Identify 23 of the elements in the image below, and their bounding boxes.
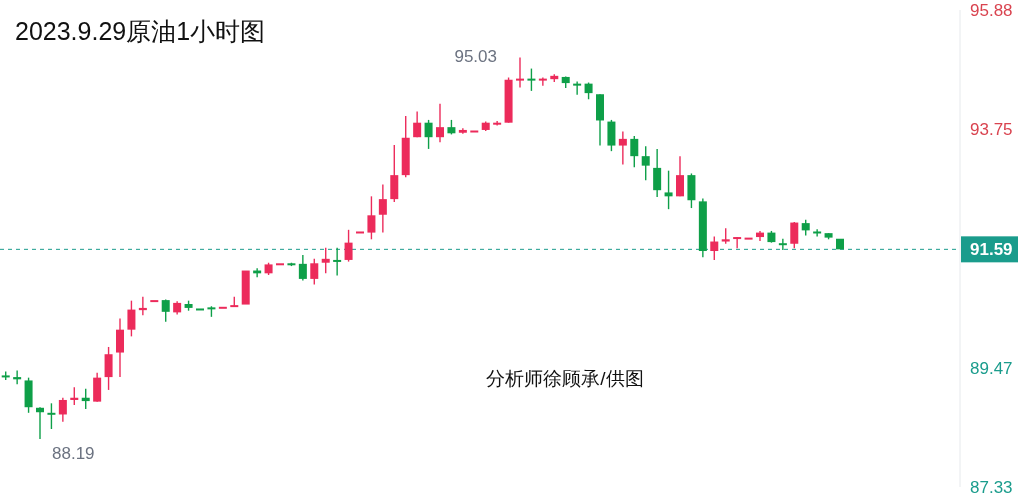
y-tick-label: 89.47 (970, 359, 1013, 379)
candlestick (321, 246, 330, 275)
y-tick-label: 93.75 (970, 120, 1013, 140)
candlestick (276, 263, 284, 266)
candlestick (744, 237, 753, 240)
candlestick (356, 231, 364, 234)
y-tick-label: 95.88 (970, 1, 1013, 21)
annotation: 分析师徐顾承/供图 (486, 368, 644, 389)
candlestick (367, 195, 376, 240)
candlestick (241, 270, 250, 305)
chart-title: 2023.9.29原油1小时图 (15, 17, 266, 45)
candlestick (196, 308, 204, 311)
candlestick (470, 130, 479, 133)
y-tick-label: 87.33 (970, 478, 1013, 497)
candlestick (218, 306, 227, 309)
candlestick (664, 169, 673, 210)
candlestick (150, 300, 159, 303)
candlestick (310, 258, 319, 286)
annotation: 88.19 (52, 444, 95, 463)
ref-line-label: 91.59 (970, 240, 1013, 260)
annotation: 95.03 (454, 47, 497, 66)
candlestick (836, 238, 844, 250)
candlestick (641, 145, 650, 181)
